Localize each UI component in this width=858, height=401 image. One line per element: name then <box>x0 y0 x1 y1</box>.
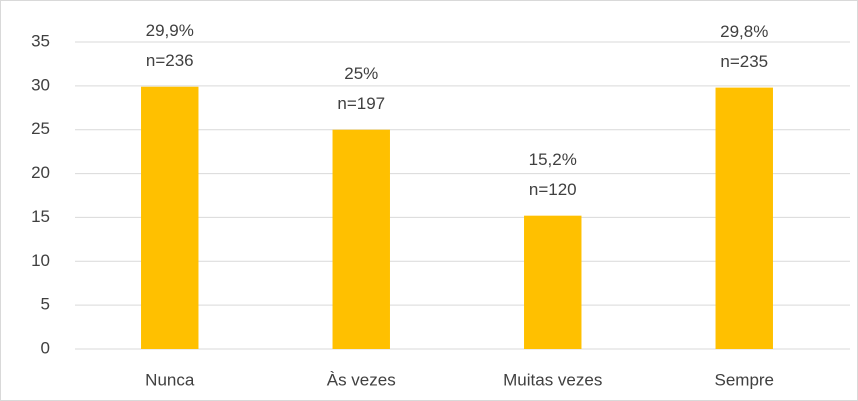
bar <box>715 87 773 350</box>
y-tick-label: 0 <box>41 338 50 357</box>
value-label: 15,2% <box>529 150 577 169</box>
y-tick-label: 30 <box>31 75 50 94</box>
y-tick-label: 10 <box>31 251 50 270</box>
y-tick-label: 20 <box>31 163 50 182</box>
y-tick-label: 5 <box>41 295 50 314</box>
bar <box>332 129 390 349</box>
value-label: 25% <box>344 64 378 83</box>
n-label: n=236 <box>146 51 194 70</box>
y-tick-label: 35 <box>31 31 50 50</box>
y-tick-label: 15 <box>31 207 50 226</box>
n-label: n=120 <box>529 180 577 199</box>
y-tick-label: 25 <box>31 119 50 138</box>
bar <box>141 86 199 349</box>
x-tick-label: Muitas vezes <box>503 370 602 389</box>
n-label: n=235 <box>720 52 768 71</box>
bar <box>524 215 582 349</box>
value-label: 29,9% <box>146 21 194 40</box>
value-label: 29,8% <box>720 22 768 41</box>
n-label: n=197 <box>337 94 385 113</box>
x-tick-label: Às vezes <box>327 370 396 389</box>
x-tick-label: Nunca <box>145 370 195 389</box>
x-tick-label: Sempre <box>714 370 774 389</box>
